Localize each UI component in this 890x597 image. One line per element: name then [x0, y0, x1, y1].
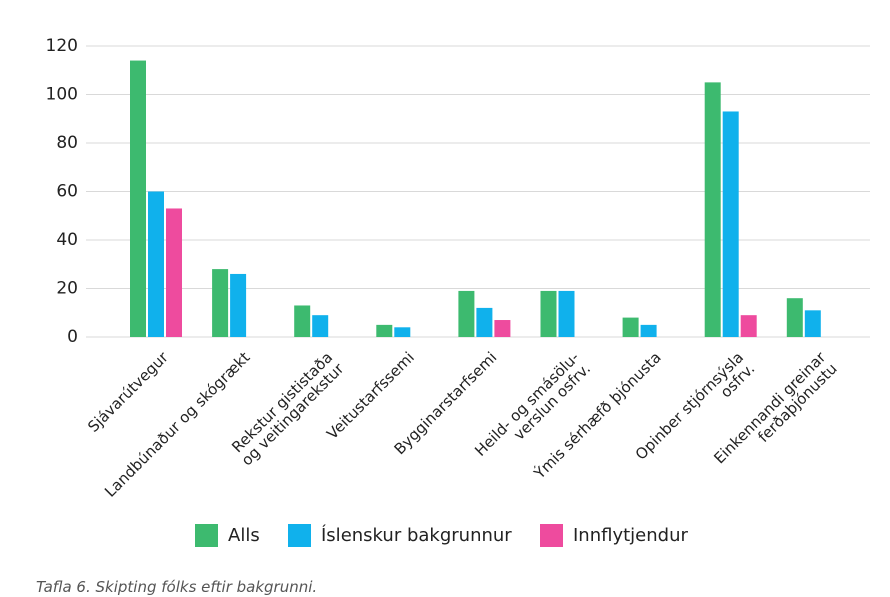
bar	[804, 310, 821, 337]
legend-item: Íslenskur bakgrunnur	[288, 524, 512, 547]
y-tick-label: 60	[56, 182, 78, 202]
legend-swatch	[195, 524, 218, 547]
legend-swatch	[540, 524, 563, 547]
bar	[376, 324, 393, 337]
bar	[148, 191, 164, 337]
y-tick-label: 80	[56, 133, 78, 153]
y-tick-label: 100	[46, 85, 78, 105]
bar	[558, 290, 575, 337]
legend-item: Alls	[195, 524, 260, 547]
y-tick-label: 40	[56, 230, 78, 250]
legend-label: Íslenskur bakgrunnur	[321, 525, 512, 546]
bar	[704, 82, 721, 337]
bar	[640, 324, 657, 337]
bar	[212, 269, 229, 337]
legend-label: Alls	[228, 525, 260, 546]
y-tick-label: 0	[67, 327, 78, 347]
bar	[312, 315, 329, 337]
legend-swatch	[288, 524, 311, 547]
legend-label: Innflytjendur	[573, 525, 688, 546]
caption: Tafla 6. Skipting fólks eftir bakgrunni.	[36, 578, 318, 596]
bar	[540, 290, 557, 337]
bar	[166, 208, 182, 337]
bar	[394, 327, 411, 337]
bar	[786, 298, 803, 337]
bar	[294, 305, 311, 337]
bar	[130, 60, 146, 338]
bar	[230, 273, 247, 337]
bar	[494, 320, 511, 337]
y-tick-label: 120	[46, 36, 78, 56]
bar	[722, 111, 739, 337]
bar	[740, 315, 757, 337]
bar	[476, 307, 493, 337]
bar	[622, 317, 639, 337]
bar	[458, 290, 475, 337]
legend-item: Innflytjendur	[540, 524, 688, 547]
y-tick-label: 20	[56, 279, 78, 299]
